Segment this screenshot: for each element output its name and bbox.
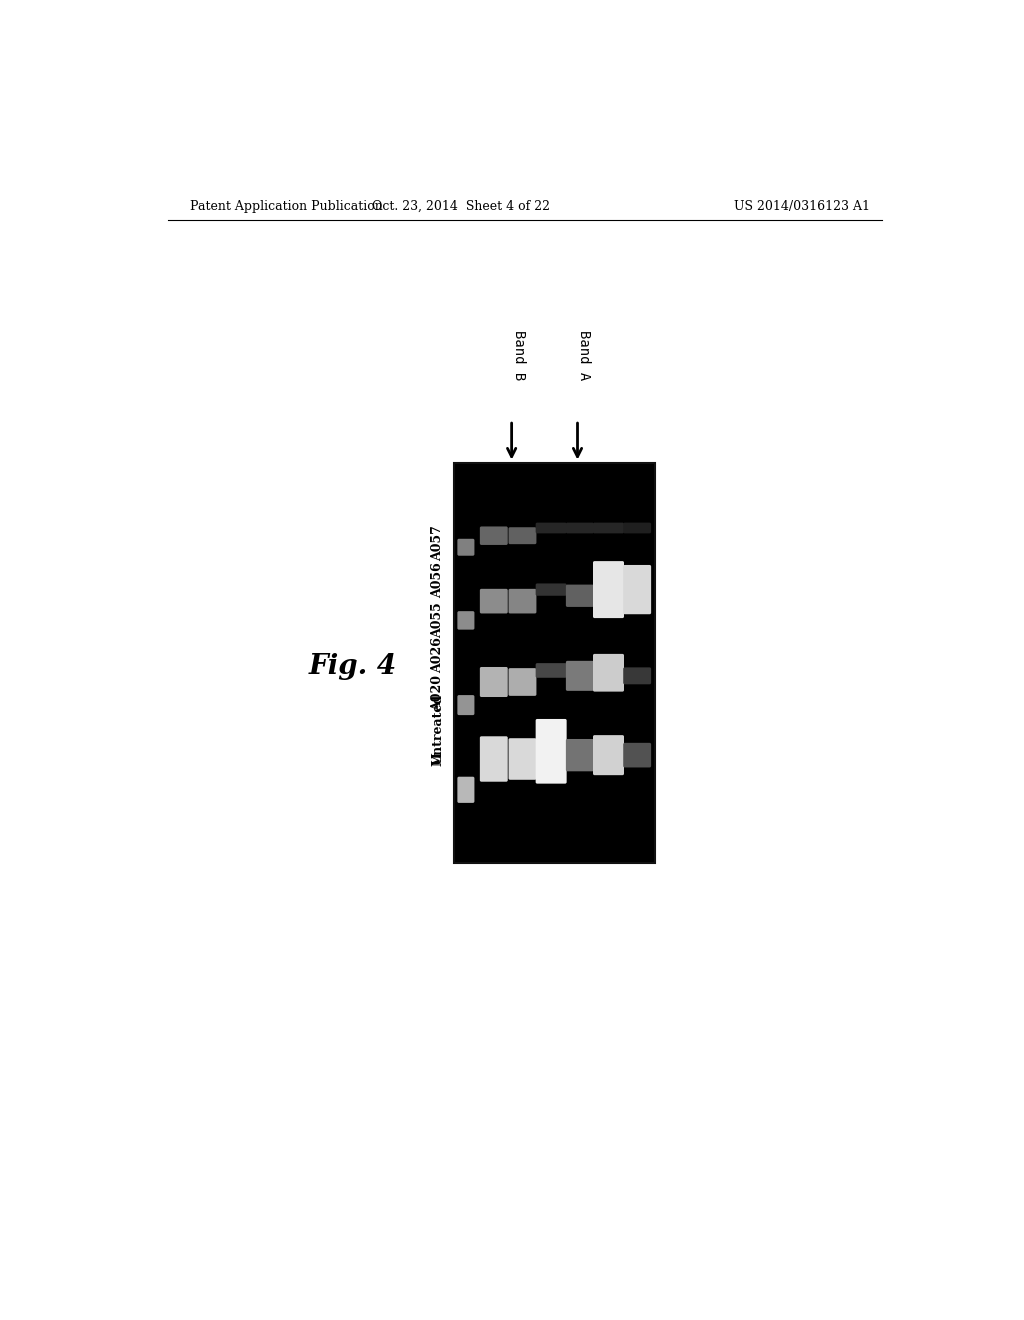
FancyBboxPatch shape <box>624 565 651 614</box>
FancyBboxPatch shape <box>536 663 566 677</box>
FancyBboxPatch shape <box>458 539 474 556</box>
Text: Band B: Band B <box>512 330 525 380</box>
Text: A020: A020 <box>431 675 444 710</box>
FancyBboxPatch shape <box>480 527 508 545</box>
FancyBboxPatch shape <box>480 589 508 614</box>
Bar <box>454 462 655 863</box>
FancyBboxPatch shape <box>509 738 537 780</box>
Text: A056: A056 <box>431 562 444 598</box>
FancyBboxPatch shape <box>566 523 594 533</box>
Text: A026: A026 <box>431 638 444 673</box>
FancyBboxPatch shape <box>458 696 474 715</box>
FancyBboxPatch shape <box>509 668 537 696</box>
FancyBboxPatch shape <box>509 589 537 614</box>
Text: US 2014/0316123 A1: US 2014/0316123 A1 <box>734 199 870 213</box>
FancyBboxPatch shape <box>593 523 624 533</box>
FancyBboxPatch shape <box>566 661 594 690</box>
Text: Fig. 4: Fig. 4 <box>308 653 397 680</box>
FancyBboxPatch shape <box>509 527 537 544</box>
FancyBboxPatch shape <box>536 583 566 595</box>
Text: Oct. 23, 2014  Sheet 4 of 22: Oct. 23, 2014 Sheet 4 of 22 <box>373 199 550 213</box>
FancyBboxPatch shape <box>480 737 508 781</box>
FancyBboxPatch shape <box>566 585 594 607</box>
FancyBboxPatch shape <box>593 653 624 692</box>
FancyBboxPatch shape <box>458 776 474 803</box>
FancyBboxPatch shape <box>536 523 566 533</box>
Text: A055: A055 <box>431 602 444 639</box>
Text: M: M <box>431 752 444 766</box>
FancyBboxPatch shape <box>624 523 651 533</box>
FancyBboxPatch shape <box>593 561 624 618</box>
FancyBboxPatch shape <box>458 611 474 630</box>
FancyBboxPatch shape <box>536 719 566 784</box>
Text: A057: A057 <box>431 525 444 561</box>
FancyBboxPatch shape <box>593 735 624 775</box>
FancyBboxPatch shape <box>624 743 651 767</box>
FancyBboxPatch shape <box>624 668 651 684</box>
Text: Patent Application Publication: Patent Application Publication <box>190 199 383 213</box>
Text: Band A: Band A <box>578 330 592 380</box>
FancyBboxPatch shape <box>566 739 594 771</box>
FancyBboxPatch shape <box>480 667 508 697</box>
Text: Untreated: Untreated <box>431 694 444 766</box>
